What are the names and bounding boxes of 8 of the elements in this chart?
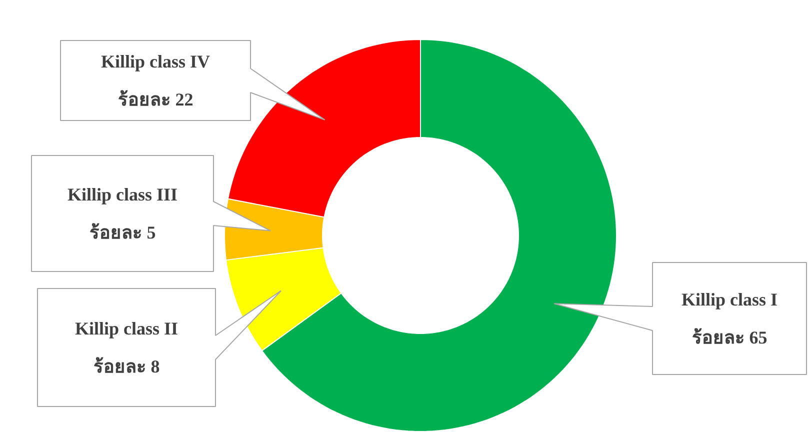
slice-label: Killip class III <box>67 184 178 204</box>
data-label: ร้อยละ 65 <box>692 328 768 348</box>
data-label: ร้อยละ 8 <box>93 356 160 376</box>
slice-label: Killip class IV <box>100 52 210 72</box>
data-label: ร้อยละ 22 <box>118 90 194 110</box>
slice-label: Killip class II <box>74 318 178 338</box>
data-label: ร้อยละ 5 <box>89 222 156 242</box>
slice-label: Killip class I <box>681 290 778 310</box>
